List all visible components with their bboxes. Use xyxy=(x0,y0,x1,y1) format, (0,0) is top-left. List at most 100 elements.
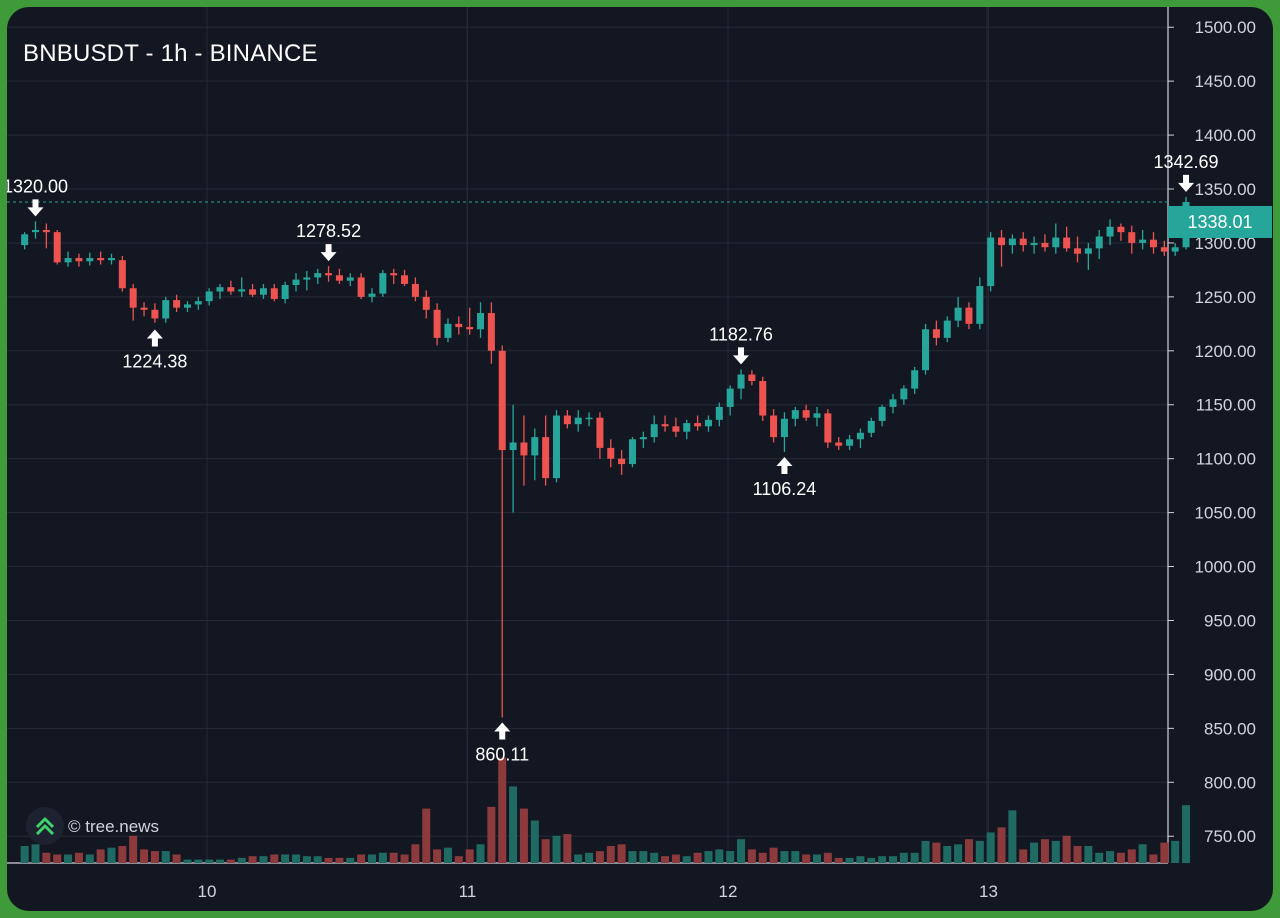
down-arrow-icon xyxy=(320,244,337,262)
volume-bar xyxy=(1030,842,1039,863)
candle-body xyxy=(53,232,61,263)
candle-body xyxy=(650,424,658,438)
volume-bar xyxy=(400,854,409,863)
candle-body xyxy=(64,258,72,263)
volume-bar xyxy=(1051,840,1060,863)
volume-bar xyxy=(671,854,680,863)
x-tick-label: 13 xyxy=(979,882,998,901)
candle-body xyxy=(183,304,191,308)
candle-body xyxy=(835,442,843,446)
candle-body xyxy=(194,301,202,305)
high-price-label: 1182.76 xyxy=(709,324,773,344)
candle-body xyxy=(422,296,430,310)
candle-body xyxy=(487,313,495,351)
candle-body xyxy=(173,300,181,308)
candle-body xyxy=(1106,226,1114,237)
volume-bar xyxy=(292,854,301,863)
y-tick-label: 1150.00 xyxy=(1196,396,1256,415)
last-price-tag: 1338.01 xyxy=(1168,206,1272,238)
volume-bar xyxy=(715,849,724,863)
candle-body xyxy=(466,327,474,330)
chart-frame: 10 11 12 13 1500.00 1450.00 1400.00 1350.00 1300… xyxy=(7,7,1273,911)
volume-bar xyxy=(443,847,452,863)
candle-body xyxy=(694,423,702,427)
candle-body xyxy=(715,406,723,420)
volume-bar xyxy=(216,859,225,863)
volume-bar xyxy=(867,857,876,863)
volume-bar xyxy=(986,832,995,863)
candle-body xyxy=(542,437,550,479)
volume-bar xyxy=(964,839,973,863)
volume-bar xyxy=(747,849,756,863)
candle-body xyxy=(748,374,756,382)
candlestick-chart[interactable]: 10 11 12 13 1500.00 1450.00 1400.00 1350.00 1300… xyxy=(7,7,1273,911)
volume-bar xyxy=(1116,852,1125,863)
candle-body xyxy=(238,289,246,292)
y-tick-label: 1350.00 xyxy=(1195,180,1256,199)
volume-bar xyxy=(422,808,431,863)
volume-bar xyxy=(172,854,181,863)
x-tick-label: 11 xyxy=(459,882,477,901)
candle-body xyxy=(672,426,680,432)
volume-bar xyxy=(476,844,485,863)
candle-body xyxy=(97,258,105,261)
volume-bar xyxy=(140,849,149,863)
volume-bar xyxy=(519,808,528,863)
candle-body xyxy=(292,279,300,286)
candle-body xyxy=(553,415,561,479)
candle-body xyxy=(477,313,485,330)
candle-body xyxy=(1084,248,1092,254)
candle-body xyxy=(401,275,409,284)
volume-bar xyxy=(378,852,387,863)
low-price-label: 1224.38 xyxy=(122,352,187,372)
candle-body xyxy=(259,288,267,295)
candle-body xyxy=(509,442,517,451)
candle-body xyxy=(140,307,148,310)
volume-bar xyxy=(85,854,94,863)
candle-body xyxy=(780,418,788,438)
candle-body xyxy=(498,350,506,451)
volume-bar xyxy=(661,856,670,863)
candle-body xyxy=(325,273,333,276)
volume-bar xyxy=(954,844,963,863)
volume-bar xyxy=(606,846,615,863)
y-tick-label: 1500.00 xyxy=(1195,18,1256,37)
x-tick-label: 12 xyxy=(719,882,738,901)
candle-body xyxy=(390,273,398,276)
volume-bar xyxy=(1106,851,1115,863)
volume-bar xyxy=(1019,849,1028,863)
candle-body xyxy=(1030,242,1038,246)
volume-bar xyxy=(1008,810,1017,863)
candle-body xyxy=(987,237,995,287)
candle-body xyxy=(303,277,311,280)
volume-bar xyxy=(509,786,518,863)
y-tick-label: 1000.00 xyxy=(1195,558,1256,577)
y-tick-label: 1450.00 xyxy=(1195,72,1256,91)
candle-body xyxy=(368,293,376,297)
candle-body xyxy=(661,424,669,427)
volume-bar xyxy=(997,827,1006,863)
candle-body xyxy=(270,288,278,300)
volume-bar xyxy=(845,857,854,863)
candle-body xyxy=(759,381,767,416)
volume-bar xyxy=(650,852,659,863)
up-arrow-icon xyxy=(146,329,163,347)
candle-body xyxy=(411,283,419,297)
candle-body xyxy=(1019,238,1027,246)
volume-bar xyxy=(693,852,702,863)
candle-body xyxy=(878,406,886,421)
candle-body xyxy=(856,432,864,440)
candle-body xyxy=(86,258,94,262)
volume-bar xyxy=(682,856,691,863)
volume-bar xyxy=(530,820,539,863)
volume-bar xyxy=(813,854,822,863)
candle-body xyxy=(574,417,582,425)
candle-body xyxy=(335,275,343,281)
volume-bar xyxy=(585,852,594,863)
candle-body xyxy=(704,419,712,427)
volume-bar xyxy=(31,844,40,863)
volume-bar xyxy=(357,854,366,863)
volume-bar xyxy=(856,856,865,863)
candle-body xyxy=(976,286,984,324)
candle-body xyxy=(922,329,930,371)
